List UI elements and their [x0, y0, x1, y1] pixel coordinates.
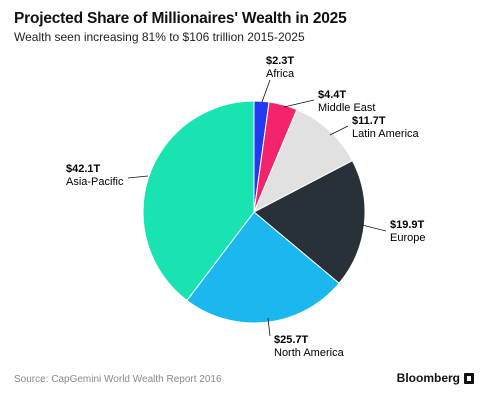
slice-value-label: $2.3T [266, 55, 294, 67]
leader-line [361, 224, 387, 232]
slice-value-label: $19.9T [390, 219, 425, 231]
pie-slices [142, 100, 366, 324]
brand-logo: Bloomberg [397, 371, 474, 385]
leader-line [267, 317, 271, 337]
leader-line [261, 79, 271, 103]
leader-line [283, 99, 315, 108]
pie-slice-north-america [186, 211, 340, 324]
pie-slice-europe [253, 159, 366, 284]
slice-value-label: $42.1T [66, 163, 101, 175]
bloomberg-icon [464, 372, 474, 384]
slice-name-label: Latin America [352, 128, 420, 140]
chart-title: Projected Share of Millionaires' Wealth … [14, 10, 347, 27]
pie-slice-asia-pacific [142, 100, 255, 302]
slice-name-label: Middle East [318, 102, 375, 114]
slice-name-label: North America [274, 347, 345, 359]
slice-name-label: Europe [390, 232, 425, 244]
slice-name-label: Asia-Pacific [66, 176, 124, 188]
source-note: Source: CapGemini World Wealth Report 20… [14, 374, 222, 385]
slice-value-label: $11.7T [352, 115, 386, 127]
brand-name: Bloomberg [396, 371, 460, 385]
leader-line [127, 175, 149, 179]
slice-value-label: $25.7T [274, 334, 309, 346]
chart-subtitle: Wealth seen increasing 81% to $106 trill… [14, 30, 305, 44]
slice-value-label: $4.4T [318, 89, 346, 101]
leader-line [329, 125, 349, 136]
leader-lines [127, 79, 387, 337]
slice-name-label: Africa [266, 68, 295, 80]
pie-slice-latin-america [253, 108, 354, 214]
